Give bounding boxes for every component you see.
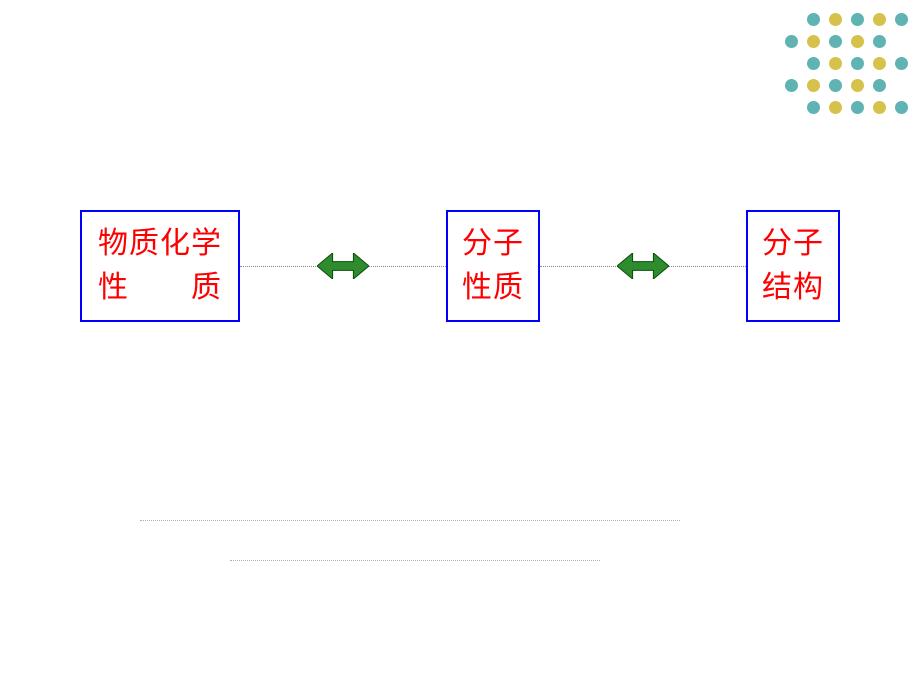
double-arrow-icon xyxy=(617,253,669,279)
corner-dot-decoration xyxy=(776,8,908,118)
concept-box: 分子结构 xyxy=(746,210,840,322)
decoration-dot xyxy=(873,35,886,48)
decoration-dot xyxy=(829,57,842,70)
decoration-dot xyxy=(895,57,908,70)
diagram: 物质化学性 质分子性质分子结构 xyxy=(0,210,920,322)
decoration-dot xyxy=(829,101,842,114)
decoration-dot xyxy=(851,35,864,48)
decoration-dot xyxy=(895,101,908,114)
connector xyxy=(240,246,446,286)
decoration-dot xyxy=(873,13,886,26)
concept-box-line: 分子 xyxy=(462,222,524,266)
footer-dotted-line xyxy=(140,520,680,521)
concept-box-line: 物质化学 xyxy=(98,222,222,266)
decoration-dot xyxy=(829,79,842,92)
decoration-dot xyxy=(895,13,908,26)
concept-box-line: 性质 xyxy=(462,266,524,310)
concept-box-line: 分子 xyxy=(762,222,824,266)
decoration-dot xyxy=(851,79,864,92)
decoration-dot xyxy=(807,101,820,114)
decoration-dot xyxy=(851,101,864,114)
concept-box-line: 结构 xyxy=(762,266,824,310)
decoration-dot xyxy=(785,79,798,92)
footer-dotted-line xyxy=(230,560,600,561)
decoration-dot xyxy=(873,79,886,92)
decoration-dot xyxy=(873,101,886,114)
double-arrow-icon xyxy=(317,253,369,279)
concept-box-line: 性 质 xyxy=(98,266,222,310)
decoration-dot xyxy=(785,35,798,48)
decoration-dot xyxy=(829,35,842,48)
decoration-dot xyxy=(873,57,886,70)
decoration-dot xyxy=(807,13,820,26)
decoration-dot xyxy=(807,57,820,70)
concept-box: 分子性质 xyxy=(446,210,540,322)
decoration-dot xyxy=(829,13,842,26)
connector xyxy=(540,246,746,286)
decoration-dot xyxy=(807,79,820,92)
decoration-dot xyxy=(807,35,820,48)
decoration-dot xyxy=(851,57,864,70)
decoration-dot xyxy=(851,13,864,26)
concept-box: 物质化学性 质 xyxy=(80,210,240,322)
